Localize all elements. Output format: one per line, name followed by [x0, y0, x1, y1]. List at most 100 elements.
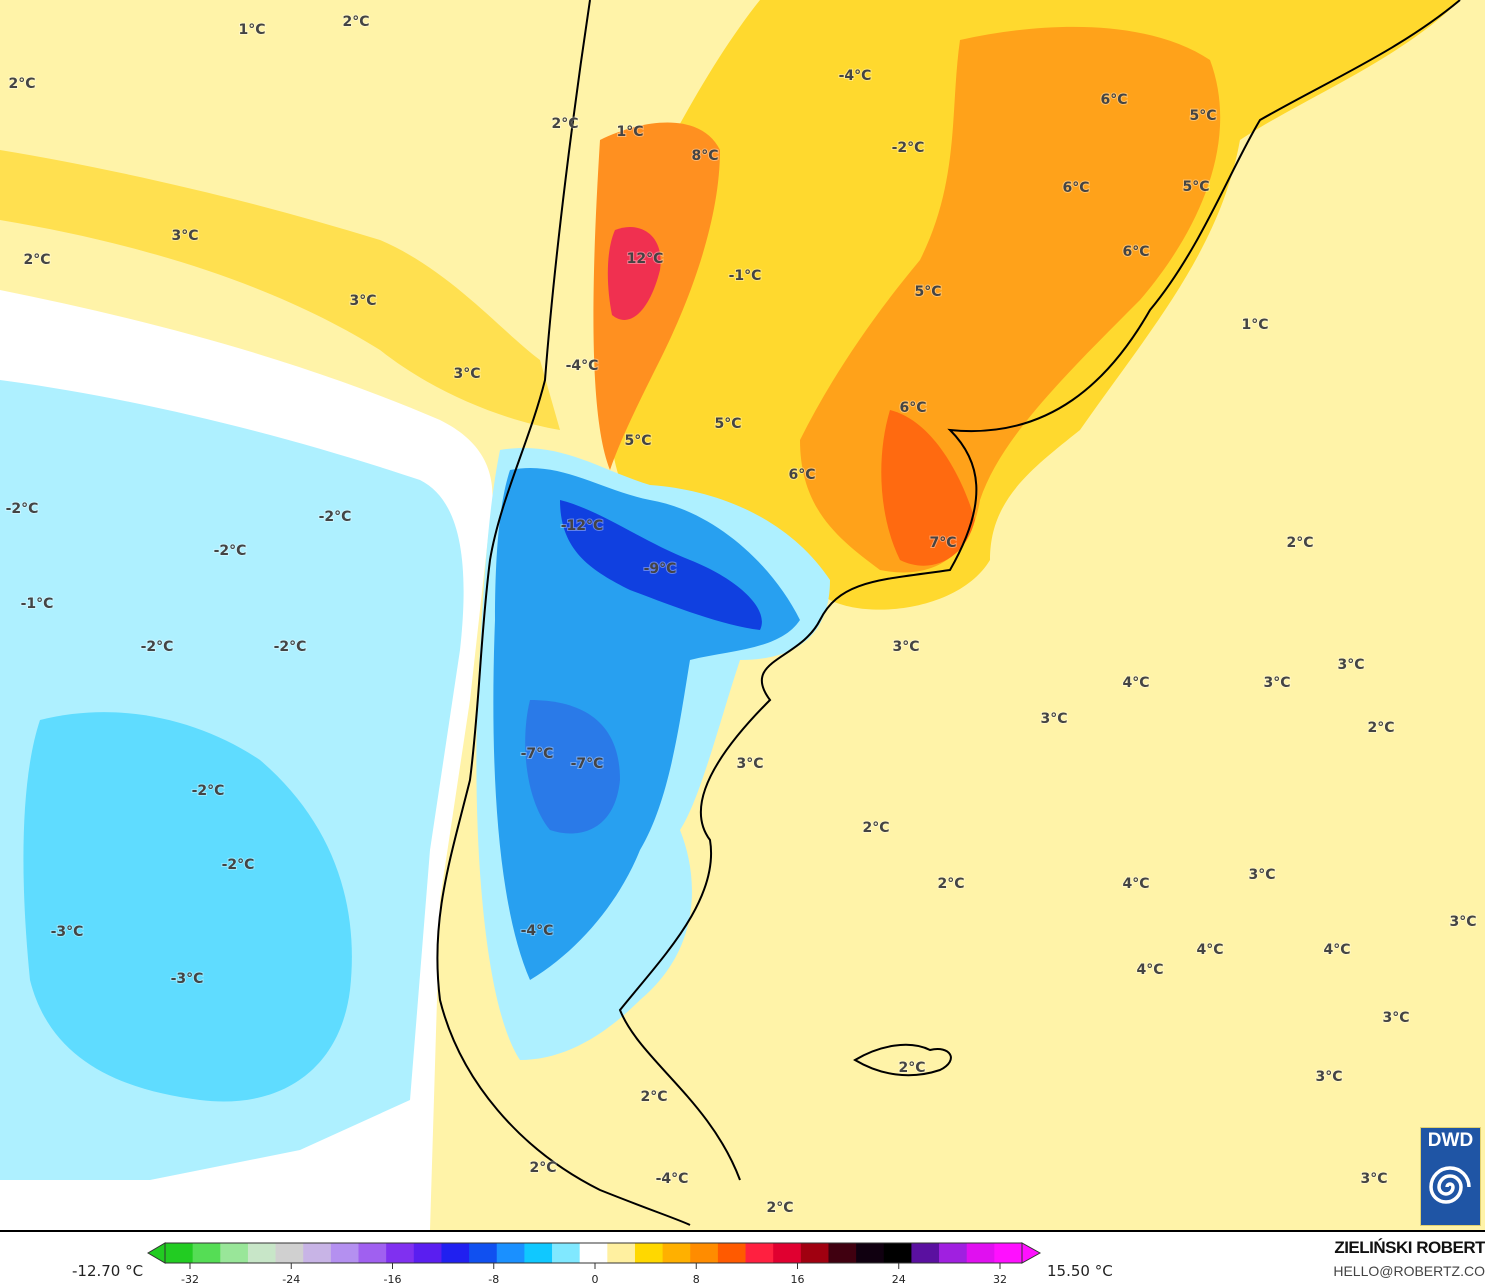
isotherm-label: 6°C	[1100, 92, 1127, 108]
isotherm-label: 2°C	[1367, 720, 1394, 736]
legend-color-swatch	[939, 1243, 968, 1263]
legend-color-swatch	[413, 1243, 442, 1263]
deep-orange-region	[881, 410, 975, 566]
isotherm-label: -9°C	[644, 561, 677, 577]
isotherm-label: 2°C	[342, 14, 369, 30]
isotherm-label: 6°C	[1062, 180, 1089, 196]
legend-color-swatch	[552, 1243, 581, 1263]
patagonia-deep-blue	[560, 500, 762, 630]
cold-ocean-west-cyan	[23, 712, 352, 1102]
isotherm-label: 6°C	[1122, 244, 1149, 260]
isotherm-label: -4°C	[839, 68, 872, 84]
isotherm-label: 5°C	[624, 433, 651, 449]
isotherm-label: 12°C	[627, 251, 664, 267]
legend-frame	[164, 1242, 1023, 1264]
isotherm-label: 7°C	[929, 535, 956, 551]
isotherm-label: 2°C	[898, 1060, 925, 1076]
isotherm-label: 2°C	[640, 1089, 667, 1105]
author-email: HELLO@ROBERTZ.CO	[1333, 1263, 1485, 1279]
legend-color-swatch	[358, 1243, 387, 1263]
isotherm-label: 4°C	[1196, 942, 1223, 958]
isotherm-label: 6°C	[899, 400, 926, 416]
isotherm-label: 3°C	[1315, 1069, 1342, 1085]
isotherm-label: -12°C	[561, 518, 604, 534]
isotherm-label: 3°C	[1040, 711, 1067, 727]
isotherm-label: -2°C	[214, 543, 247, 559]
coastline	[436, 0, 1461, 1226]
legend-color-swatch	[690, 1243, 719, 1263]
legend-tick-label: 16	[791, 1273, 805, 1286]
legend-tick-label: -24	[282, 1273, 300, 1286]
legend-color-swatch	[966, 1243, 995, 1263]
isotherm-label: -3°C	[171, 971, 204, 987]
isotherm-label: -2°C	[222, 857, 255, 873]
falkland-islands	[853, 1043, 952, 1077]
isotherm-label: 3°C	[892, 639, 919, 655]
legend-color-swatch	[717, 1243, 747, 1263]
legend-color-swatch	[220, 1243, 249, 1263]
isotherm-label: 5°C	[1189, 108, 1216, 124]
isotherm-label: -2°C	[6, 501, 39, 517]
isotherm-label: 2°C	[551, 116, 578, 132]
isotherm-label: 4°C	[1136, 962, 1163, 978]
dwd-logo: DWD	[1420, 1127, 1481, 1226]
author-name: ZIELIŃSKI ROBERT	[1334, 1238, 1485, 1257]
andes-red	[607, 226, 661, 320]
isotherm-label: -1°C	[729, 268, 762, 284]
dwd-logo-text: DWD	[1427, 1130, 1474, 1151]
isotherm-label: -1°C	[21, 596, 54, 612]
isotherm-label: 2°C	[23, 252, 50, 268]
isotherm-label: 2°C	[1286, 535, 1313, 551]
isotherm-label: 4°C	[1122, 675, 1149, 691]
isotherm-label: 3°C	[1263, 675, 1290, 691]
isotherm-label: 3°C	[1337, 657, 1364, 673]
legend-color-swatch	[165, 1243, 194, 1263]
isotherm-label: 4°C	[1323, 942, 1350, 958]
isotherm-label: 2°C	[8, 76, 35, 92]
isotherm-label: 3°C	[1360, 1171, 1387, 1187]
isotherm-label: 3°C	[453, 366, 480, 382]
isotherm-label: 3°C	[736, 756, 763, 772]
legend-color-swatch	[883, 1243, 912, 1263]
isotherm-label: 1°C	[616, 124, 643, 140]
isotherm-label: -2°C	[141, 639, 174, 655]
legend-color-swatch	[634, 1243, 664, 1263]
legend-color-swatch	[662, 1243, 691, 1263]
isotherm-label: 6°C	[788, 467, 815, 483]
legend-color-swatch	[247, 1243, 277, 1263]
legend-tick-label: -16	[384, 1273, 402, 1286]
legend-max-arrow	[1021, 1242, 1042, 1264]
legend-color-swatch	[330, 1243, 360, 1263]
legend-tick-label: -32	[181, 1273, 199, 1286]
legend-color-swatch	[192, 1243, 221, 1263]
warm-band-northwest	[0, 150, 560, 430]
legend-color-swatch	[773, 1243, 802, 1263]
legend-color-swatch	[386, 1243, 415, 1263]
temperature-map: 1°C 2°C 2°C 2°C 1°C 8°C -4°C -2°C 6°C 5°C 6°C 5°C 3°…	[0, 0, 1485, 1232]
isotherm-label: 2°C	[766, 1200, 793, 1216]
legend-tick-label: 24	[892, 1273, 906, 1286]
legend-color-swatch	[800, 1243, 829, 1263]
isotherm-label: 5°C	[714, 416, 741, 432]
isotherm-label: 3°C	[1382, 1010, 1409, 1026]
isotherm-label: 5°C	[1182, 179, 1209, 195]
legend-min-label: -12.70 °C	[72, 1262, 144, 1280]
legend-color-swatch	[856, 1243, 885, 1263]
spiral-icon	[1429, 1166, 1471, 1204]
legend-color-swatch	[745, 1243, 774, 1263]
isotherm-label: -3°C	[51, 924, 84, 940]
isotherm-label: 5°C	[914, 284, 941, 300]
legend-color-swatch	[994, 1243, 1023, 1263]
legend-color-swatch	[469, 1243, 498, 1263]
isotherm-label: 3°C	[171, 228, 198, 244]
legend-tick-label: 0	[592, 1273, 599, 1286]
legend-color-swatch	[828, 1243, 857, 1263]
isotherm-label: -4°C	[566, 358, 599, 374]
isotherm-label: 8°C	[691, 148, 718, 164]
color-legend: -32 -24 -16 -8 0 8 16 24 32	[147, 1242, 1042, 1286]
legend-color-swatch	[579, 1243, 608, 1263]
isotherm-label: -2°C	[892, 140, 925, 156]
isotherm-label: 1°C	[238, 22, 265, 38]
legend-color-swatch	[607, 1243, 636, 1263]
legend-color-swatch	[441, 1243, 470, 1263]
